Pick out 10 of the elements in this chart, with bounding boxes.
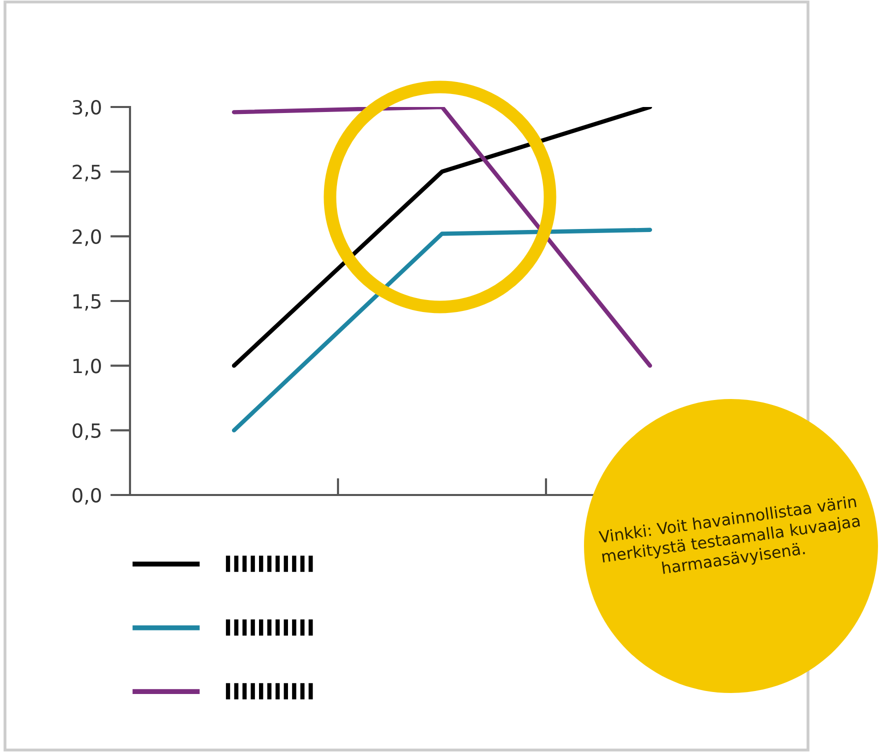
y-tick-label: 1,5 [73,294,101,311]
legend-label: IIIIIIIIIII [226,619,313,636]
y-tick-label: 2,0 [72,229,101,246]
y-tick-label: 0,0 [72,488,101,505]
legend-label: IIIIIIIIIII [226,683,313,700]
y-tick-label: 3,0 [72,100,101,117]
y-tick-label: 0,5 [72,423,101,440]
y-tick-label: 1,0 [73,358,101,376]
y-tick-label: 2,5 [72,164,101,182]
legend-label: IIIIIIIIIII [226,556,313,572]
